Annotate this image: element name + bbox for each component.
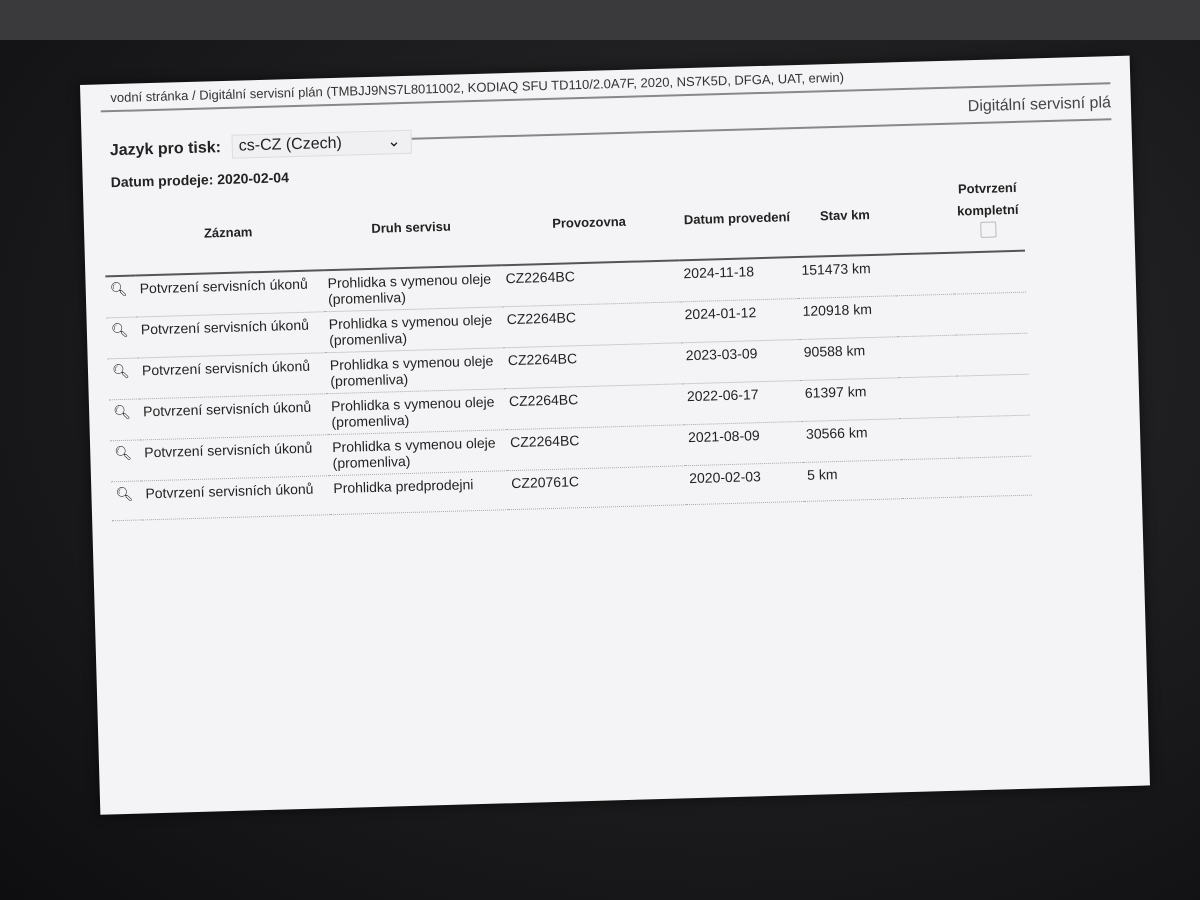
date-cell: 2024-01-12 (680, 298, 800, 343)
date-cell: 2020-02-03 (684, 462, 804, 505)
service-cell: Prohlidka predprodejni (329, 470, 509, 515)
empty-cell (898, 376, 958, 419)
date-cell: 2024-11-18 (679, 257, 799, 302)
confirm-cell (954, 292, 1028, 336)
date-cell: 2023-03-09 (681, 339, 801, 384)
km-cell: 120918 km (798, 295, 898, 340)
spacer-header (892, 172, 954, 255)
column-header: Provozovna (498, 180, 680, 266)
record-cell: Potvrzení servisních úkonů (136, 311, 326, 358)
chevron-down-icon: ⌄ (387, 133, 401, 151)
language-select[interactable]: cs-CZ (Czech) ⌄ (231, 129, 413, 159)
sale-date: Datum prodeje: 2020-02-04 (110, 169, 290, 191)
column-header: Druh servisu (321, 185, 502, 271)
background-seat (0, 0, 1200, 40)
service-table: Záznam Druh servisu Provozovna Datum pro… (103, 170, 1032, 522)
record-cell: Potvrzení servisních úkonů (139, 434, 330, 481)
date-cell: 2021-08-09 (683, 421, 803, 466)
confirm-cell (956, 374, 1030, 418)
divider (411, 118, 1112, 140)
record-cell: Potvrzení servisních úkonů (137, 352, 327, 399)
empty-cell (897, 335, 957, 378)
empty-cell (900, 458, 960, 499)
empty-cell (895, 252, 955, 296)
magnifier-icon[interactable]: 🔍︎ (115, 485, 134, 503)
select-all-checkbox[interactable] (980, 221, 997, 238)
km-cell: 5 km (802, 459, 902, 502)
service-cell: Prohlidka s vymenou oleje (promenliva) (325, 347, 505, 394)
confirm-cell (958, 456, 1032, 498)
workshop-cell: CZ2264BC (505, 424, 685, 471)
column-header: Stav km (794, 174, 896, 258)
record-cell: Potvrzení servisních úkonů (135, 270, 325, 318)
magnifier-icon[interactable]: 🔍︎ (112, 403, 132, 421)
language-label: Jazyk pro tisk: (109, 139, 222, 160)
column-header: Záznam (133, 190, 324, 276)
workshop-cell: CZ20761C (506, 465, 686, 510)
workshop-cell: CZ2264BC (502, 301, 682, 348)
service-cell: Prohlidka s vymenou oleje (promenliva) (327, 429, 507, 476)
printed-page: vodní stránka / Digitální servisní plán … (80, 55, 1150, 815)
km-cell: 90588 km (799, 336, 899, 381)
record-cell: Potvrzení servisních úkonů (141, 475, 331, 520)
column-header: Datum provedení (676, 177, 798, 261)
icon-column-header (103, 195, 136, 277)
confirm-cell (953, 250, 1027, 295)
page-title: Digitální servisní plá (967, 94, 1112, 116)
service-cell: Prohlidka s vymenou oleje (promenliva) (323, 265, 503, 312)
confirm-cell (955, 333, 1029, 377)
empty-cell (899, 417, 959, 460)
magnifier-icon[interactable]: 🔍︎ (110, 321, 129, 339)
km-cell: 61397 km (800, 377, 900, 422)
empty-cell (896, 294, 956, 337)
column-header: Potvrzení kompletní (956, 179, 1019, 219)
date-cell: 2022-06-17 (682, 380, 802, 425)
magnifier-icon[interactable]: 🔍︎ (111, 362, 131, 380)
service-cell: Prohlidka s vymenou oleje (promenliva) (326, 388, 506, 435)
km-cell: 151473 km (797, 254, 897, 299)
km-cell: 30566 km (801, 418, 901, 463)
magnifier-icon[interactable]: 🔍︎ (114, 444, 133, 462)
language-value: cs-CZ (Czech) (238, 134, 343, 155)
workshop-cell: CZ2264BC (503, 342, 683, 389)
workshop-cell: CZ2264BC (504, 383, 684, 430)
record-cell: Potvrzení servisních úkonů (138, 393, 328, 440)
magnifier-icon[interactable]: 🔍︎ (109, 280, 128, 298)
workshop-cell: CZ2264BC (501, 260, 681, 307)
service-cell: Prohlidka s vymenou oleje (promenliva) (324, 306, 504, 353)
confirm-cell (957, 415, 1031, 459)
column-header-confirm: Potvrzení kompletní (950, 170, 1025, 253)
